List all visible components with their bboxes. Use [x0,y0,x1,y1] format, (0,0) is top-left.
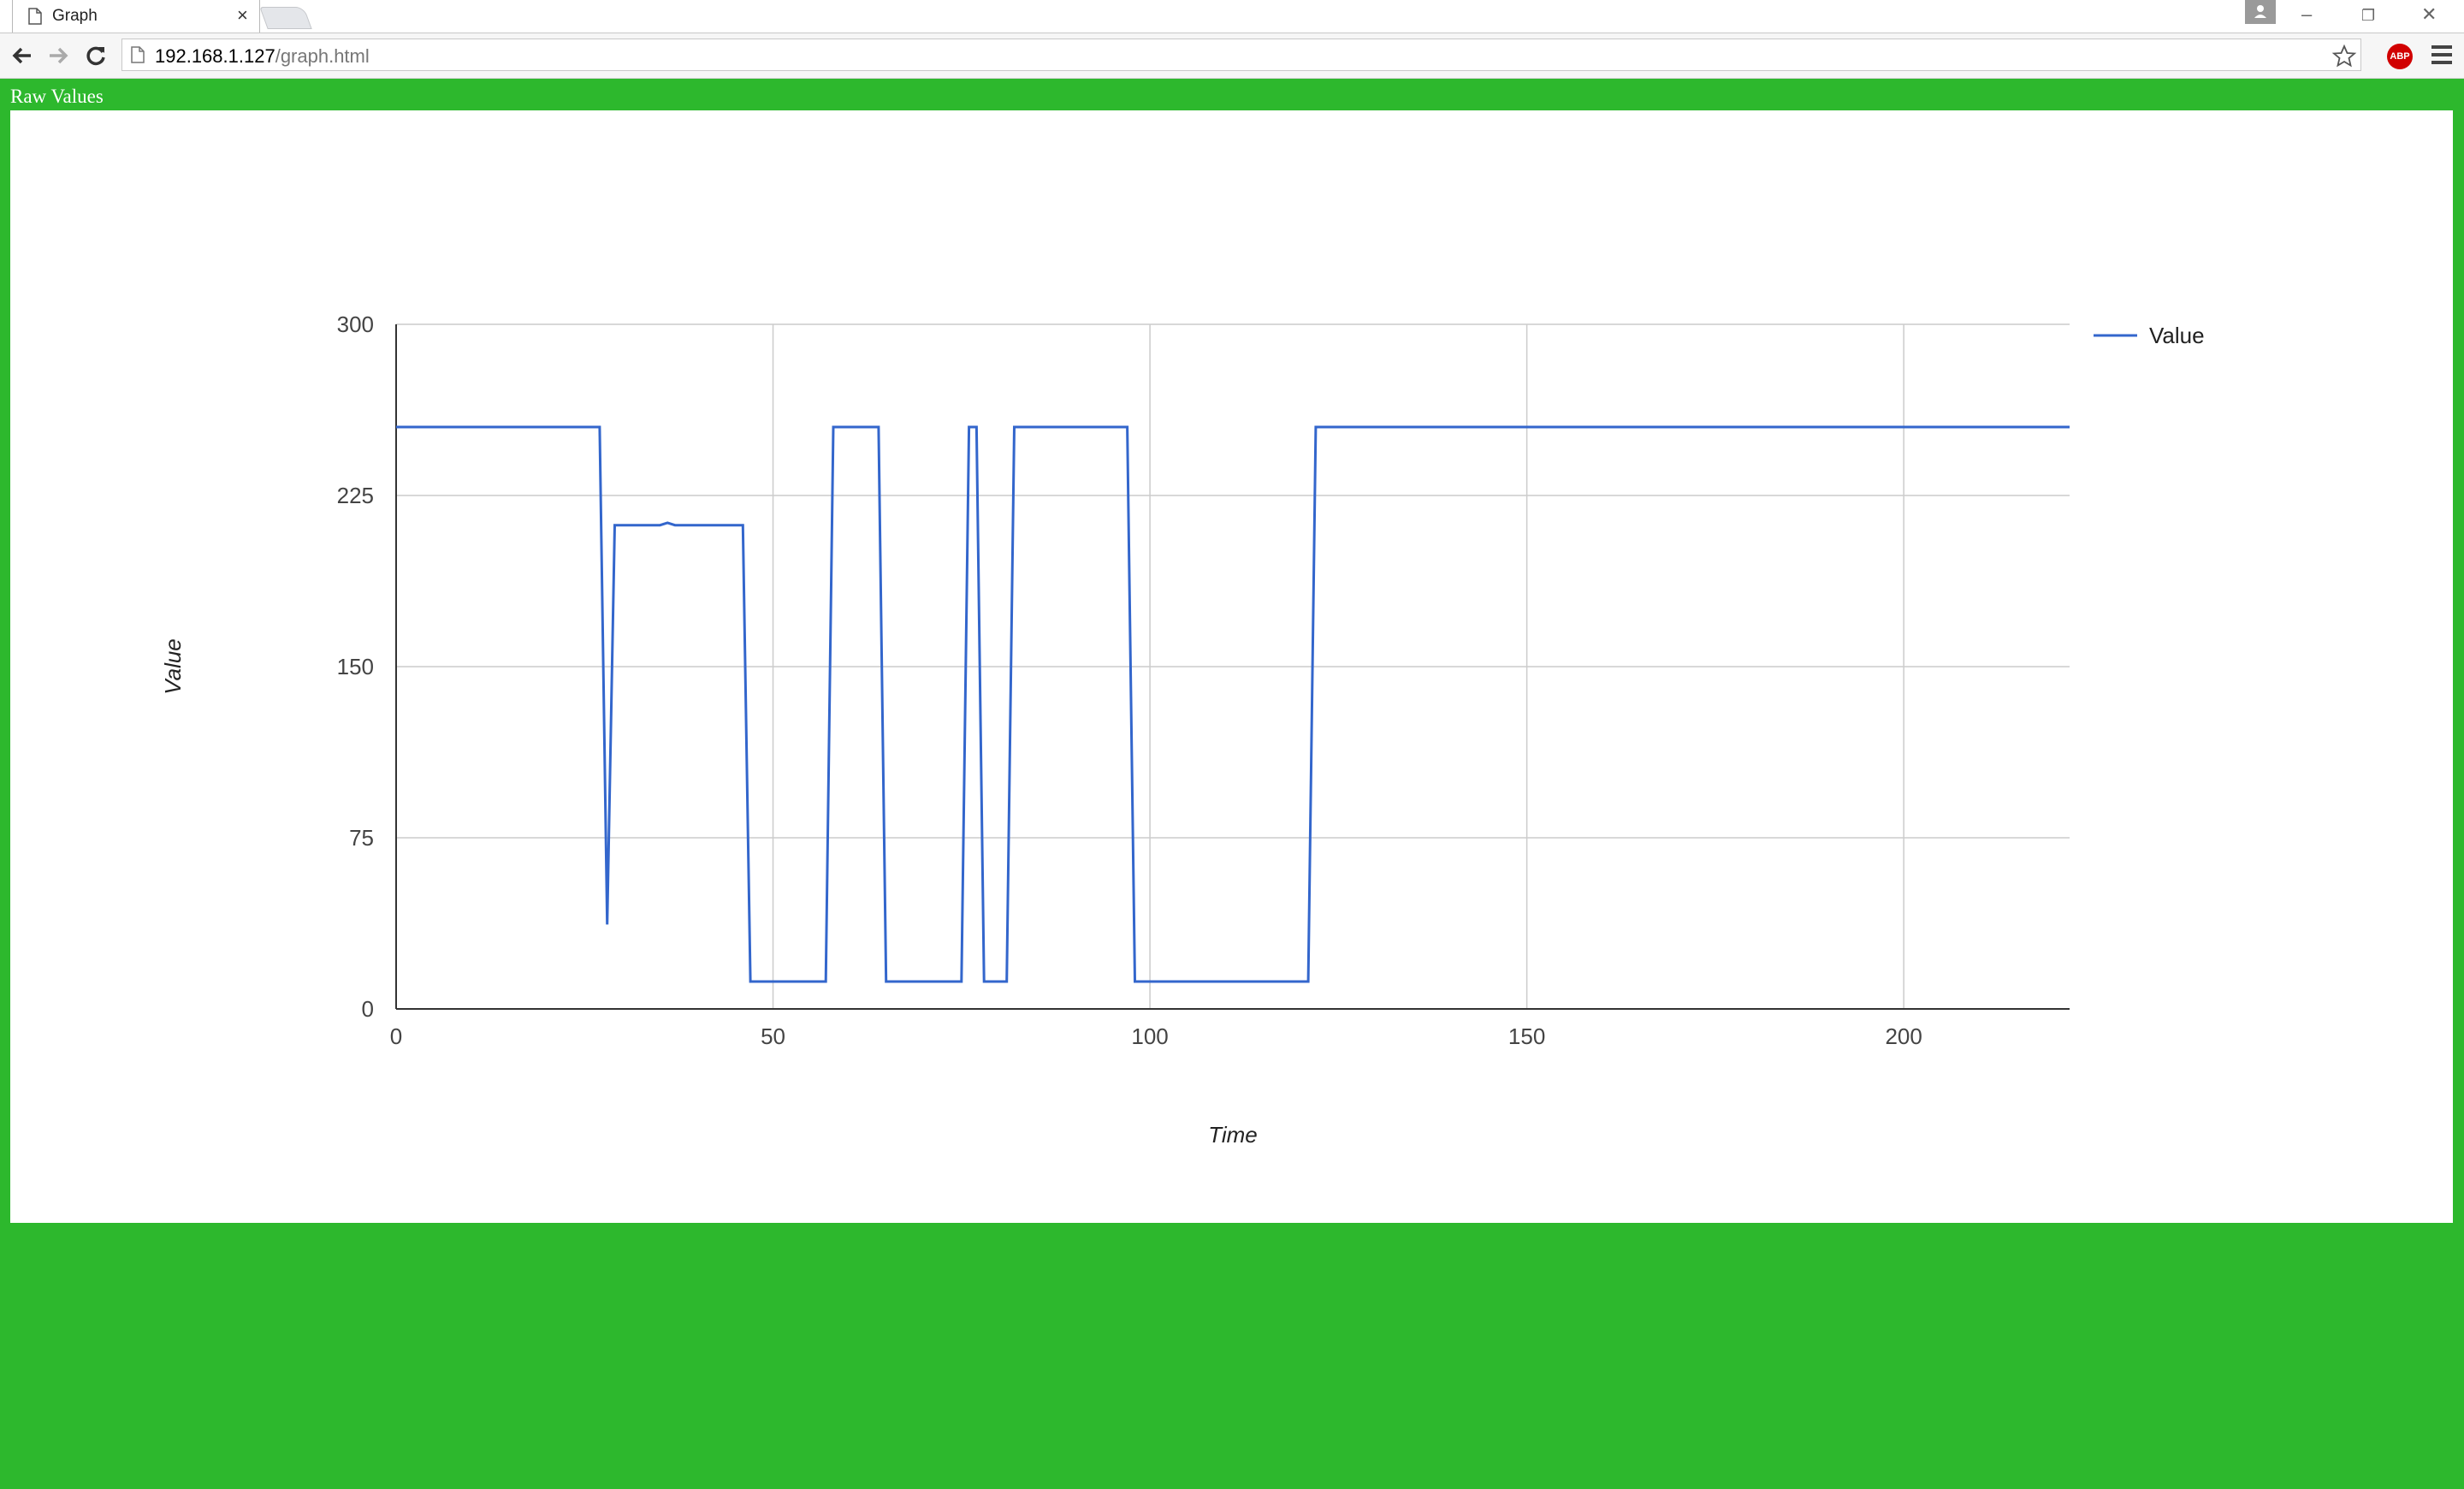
x-tick-label: 50 [761,1023,785,1049]
close-window-icon[interactable]: ✕ [2421,3,2437,25]
user-icon [2254,5,2266,18]
page-heading: Raw Values [10,86,104,107]
menu-icon[interactable] [2431,45,2452,66]
y-tick-label: 225 [337,483,374,508]
profile-button[interactable] [2245,0,2276,24]
url-host: 192.168.1.127 [155,45,275,67]
adblock-icon[interactable]: ABP [2387,44,2413,69]
page-icon [28,8,42,25]
tab-title: Graph [52,7,98,25]
y-axis-title: Value [160,638,186,695]
new-tab-button[interactable] [259,7,312,29]
chart-panel: 0 75 150 225 300 0 50 100 150 200 Time Value Value [10,110,2453,1223]
x-tick-label: 150 [1508,1023,1545,1049]
page-info-icon[interactable] [131,46,145,63]
x-axis-title: Time [1208,1122,1258,1148]
bookmark-star-icon[interactable] [2331,44,2357,69]
y-tick-label: 0 [362,996,374,1022]
close-tab-icon[interactable]: × [237,4,248,26]
browser-toolbar: 192.168.1.127/graph.html ABP [0,33,2464,79]
line-chart: 0 75 150 225 300 0 50 100 150 200 Time Value Value [160,311,2205,1148]
minimize-icon[interactable]: – [2301,3,2313,25]
reload-icon[interactable] [82,42,110,69]
restore-icon[interactable]: ❐ [2361,7,2376,24]
address-bar[interactable]: 192.168.1.127/graph.html [121,39,2361,71]
tab-strip: Graph × – ❐ ✕ [0,0,2464,33]
y-tick-label: 150 [337,654,374,679]
x-tick-label: 200 [1885,1023,1922,1049]
back-arrow-icon[interactable] [9,42,36,69]
y-tick-label: 75 [349,825,374,851]
browser-tab[interactable]: Graph × [12,0,260,33]
series-line-value [396,425,2070,983]
x-tick-label: 0 [390,1023,402,1049]
legend-label: Value [2149,323,2205,348]
y-tick-label: 300 [337,311,374,337]
url-path: /graph.html [275,45,370,67]
url-text[interactable]: 192.168.1.127/graph.html [155,45,370,68]
x-tick-label: 100 [1131,1023,1168,1049]
forward-arrow-icon[interactable] [44,42,72,69]
